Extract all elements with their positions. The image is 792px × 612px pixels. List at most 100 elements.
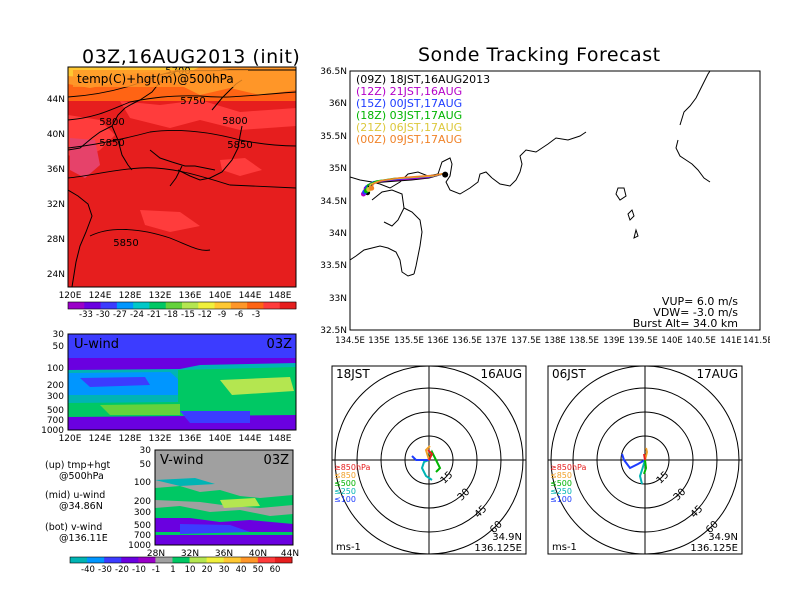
colorbar-tick: 60	[270, 565, 281, 575]
track-legend-item: (12Z) 21JST,16AUG	[356, 85, 462, 98]
colorbar-swatch	[257, 557, 276, 563]
contour-label: 5800	[99, 117, 124, 128]
colorbar-tick: -12	[198, 310, 212, 320]
y-tick: 100	[134, 478, 151, 488]
lat-tick: 33.5N	[320, 261, 347, 271]
u-wind-x-ticks: 120E 124E 128E 132E 136E 140E 144E 148E	[59, 434, 292, 444]
colorbar-swatch	[165, 302, 183, 309]
lon-tick: 124E	[89, 291, 112, 301]
x-tick: 148E	[269, 434, 292, 444]
hodo-date: 16AUG	[480, 367, 522, 381]
note-line: (mid) u-wind	[45, 490, 106, 501]
lon-tick: 137E	[485, 336, 507, 346]
colorbar-tick: -21	[147, 310, 161, 320]
hodo-lat: 34.9N	[492, 532, 522, 543]
lon-tick: 140E	[209, 291, 232, 301]
lon-tick: 141E	[720, 336, 742, 346]
lat-tick: 28N	[47, 235, 65, 245]
y-tick: 50	[140, 460, 152, 470]
hodograph-trace	[621, 447, 649, 485]
pressure-legend-item: ≤100	[334, 495, 356, 504]
v-wind-x-ticks: 28N 32N 36N 40N 44N	[147, 549, 299, 559]
pressure-legend-item: ≥850hPa	[550, 463, 587, 472]
landing-point	[369, 185, 375, 191]
colorbar-swatch	[121, 557, 139, 563]
v-wind-panel: V-wind 03Z 30 50 100 200 300 500 700 100…	[128, 446, 299, 559]
upper-map-lat-ticks: 44N 40N 36N 32N 28N 24N	[47, 95, 65, 280]
track-legend: (09Z) 18JST,16AUG2013 (12Z) 21JST,16AUG …	[356, 73, 490, 146]
y-tick: 300	[47, 392, 64, 402]
colorbar-swatch	[189, 557, 208, 563]
pressure-legend-item: ≤850	[550, 471, 572, 480]
lon-tick: 140E	[661, 336, 683, 346]
track-lat-ticks: 36.5N 36N 35.5N 35N 34.5N 34N 33.5N 33N …	[320, 67, 347, 336]
upper-map-lon-ticks: 120E 124E 128E 132E 136E 140E 144E 148E	[59, 291, 292, 301]
note-line: (up) tmp+hgt	[45, 460, 111, 471]
x-tick: 120E	[59, 434, 82, 444]
colorbar-tick: -1	[152, 565, 160, 575]
note-line: @34.86N	[59, 501, 103, 512]
lat-tick: 36N	[329, 99, 347, 109]
lon-tick: 135.5E	[394, 336, 424, 346]
pressure-legend-item: ≤850	[334, 471, 356, 480]
lon-tick: 136E	[179, 291, 202, 301]
x-tick: 36N	[215, 549, 233, 559]
pressure-legend: ≥850hPa ≤850 ≤500 ≤250 ≤100	[550, 463, 587, 504]
u-wind-label: U-wind	[74, 337, 119, 352]
x-tick: 132E	[149, 434, 172, 444]
colorbar-tick: -9	[218, 310, 226, 320]
lon-tick: 132E	[149, 291, 172, 301]
colorbar-tick: -18	[164, 310, 178, 320]
colorbar-swatch	[68, 302, 85, 309]
lat-tick: 35.5N	[320, 132, 347, 142]
v-wind-time: 03Z	[264, 453, 290, 468]
colorbar-tick: 20	[202, 565, 213, 575]
colorbar-tick: -30	[98, 565, 112, 575]
lon-tick: 138.5E	[569, 336, 599, 346]
lat-tick: 34.5N	[320, 197, 347, 207]
upper-map-label: temp(C)+hgt(m)@500hPa	[77, 72, 234, 86]
colorbar-swatch	[172, 557, 191, 563]
lat-tick: 32N	[47, 200, 65, 210]
right-title: Sonde Tracking Forecast	[418, 44, 661, 66]
y-tick: 200	[47, 381, 64, 391]
u-wind-field	[68, 334, 296, 430]
u-wind-time: 03Z	[267, 337, 293, 352]
y-tick: 700	[134, 531, 151, 541]
lat-tick: 24N	[47, 270, 65, 280]
vup-text: VUP= 6.0 m/s	[662, 295, 738, 308]
pressure-legend-item: ≤100	[550, 495, 572, 504]
y-tick: 100	[47, 364, 64, 374]
track-lon-ticks: 134.5E 135E 135.5E 136E 136.5E 137E 137.…	[335, 336, 770, 346]
x-tick: 124E	[89, 434, 112, 444]
lat-tick: 32.5N	[320, 326, 347, 336]
lon-tick: 139.5E	[628, 336, 658, 346]
track-legend-item: (00Z) 09JST,17AUG	[356, 133, 462, 146]
lat-tick: 36N	[47, 165, 65, 175]
hodograph-right: 15 30 45 60 06JST 17AUG ≥850hPa ≤850 ≤50…	[547, 365, 743, 555]
legend-note-mid: (mid) u-wind @34.86N	[45, 490, 105, 512]
pressure-legend-item: ≤250	[550, 487, 572, 496]
y-tick: 300	[134, 508, 151, 518]
lon-tick: 120E	[59, 291, 82, 301]
track-map-panel: (09Z) 18JST,16AUG2013 (12Z) 21JST,16AUG …	[320, 67, 770, 346]
track-line	[371, 172, 446, 189]
colorbar-swatch	[214, 302, 232, 309]
colorbar-tick: 10	[185, 565, 196, 575]
temperature-colorbar	[67, 301, 297, 310]
lon-tick: 135E	[368, 336, 390, 346]
track-legend-item: (15Z) 00JST,17AUG	[356, 97, 462, 110]
track-legend-item: (21Z) 06JST,17AUG	[356, 121, 462, 134]
wind-colorbar-bar	[69, 556, 293, 564]
colorbar-swatch	[240, 557, 259, 563]
lat-tick: 33N	[329, 294, 347, 304]
colorbar-tick: -6	[235, 310, 243, 320]
x-tick: 140E	[209, 434, 232, 444]
lat-tick: 34N	[329, 229, 347, 239]
temperature-colorbar-ticks: -33 -30 -27 -24 -21 -18 -15 -12 -9 -6 -3	[79, 310, 260, 320]
colorbar-swatch	[104, 557, 122, 563]
track-legend-item: (18Z) 03JST,17AUG	[356, 109, 462, 122]
colorbar-tick: 1	[170, 565, 175, 575]
pressure-legend: ≥850hPa ≤850 ≤500 ≤250 ≤100	[334, 463, 371, 504]
colorbar-tick: -10	[132, 565, 146, 575]
